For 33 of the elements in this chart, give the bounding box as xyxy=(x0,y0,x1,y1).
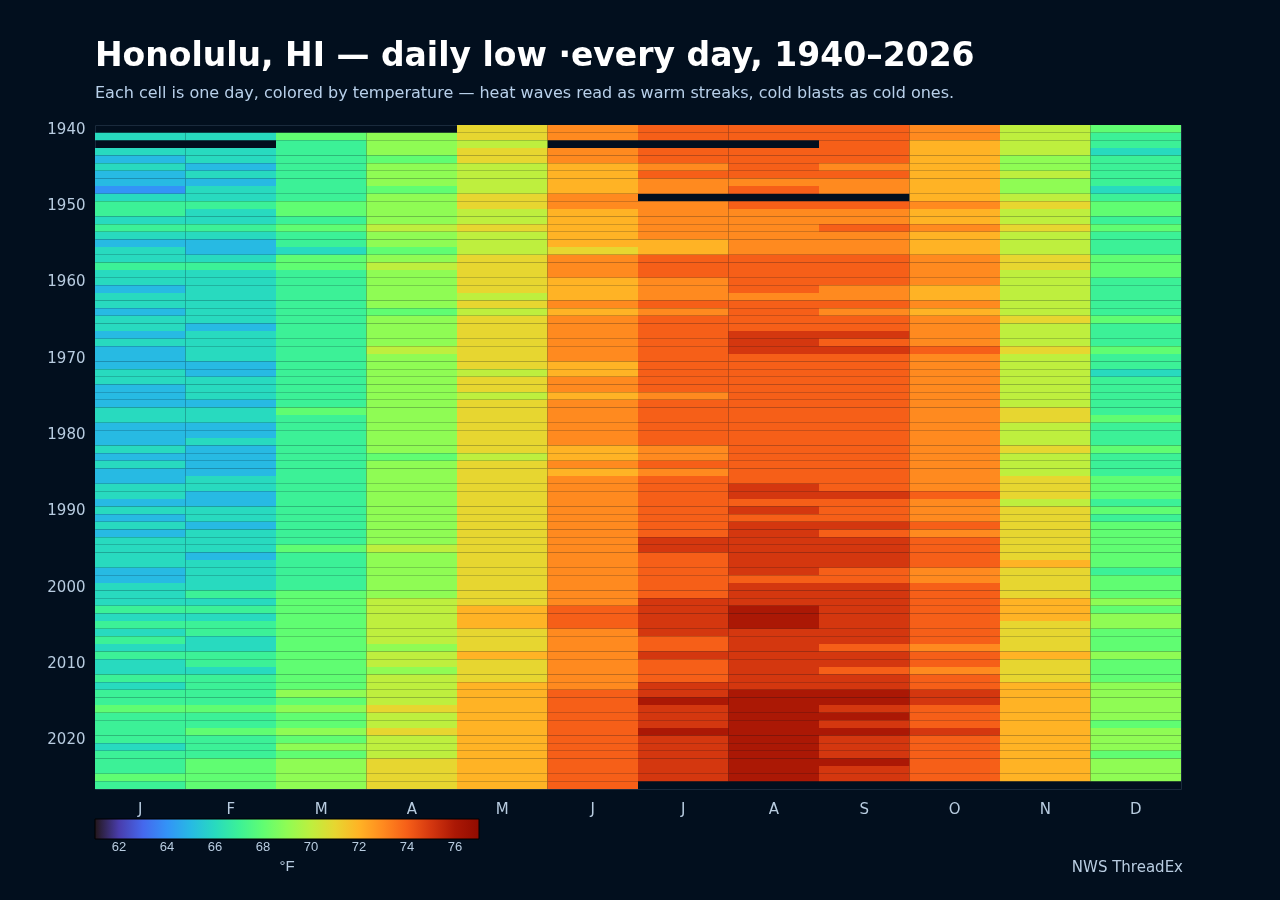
x-tick-label: N xyxy=(1039,799,1051,818)
x-tick-label: M xyxy=(495,799,509,818)
color-bar-title: °F xyxy=(279,857,295,874)
color-bar-label: 74 xyxy=(399,839,415,854)
x-tick-label: F xyxy=(226,799,236,818)
color-bar-label: 66 xyxy=(207,839,223,854)
x-tick-label: J xyxy=(137,799,143,818)
x-tick-label: J xyxy=(589,799,595,818)
y-tick-label: 2020 xyxy=(47,730,86,749)
color-bar-label: 72 xyxy=(351,839,367,854)
color-bar-label: 76 xyxy=(447,839,463,854)
x-tick-label: D xyxy=(1129,799,1142,818)
x-tick-label: M xyxy=(314,799,328,818)
color-bar-label: 68 xyxy=(255,839,271,854)
chart-title: Honolulu, HI — daily low ·every day, 1940–2026 xyxy=(95,35,975,75)
color-bar-label: 62 xyxy=(111,839,127,854)
color-bar-label: 64 xyxy=(159,839,175,854)
y-tick-label: 2000 xyxy=(47,577,86,596)
chart-subtitle: Each cell is one day, colored by temperature — heat waves read as warm streaks, cold blasts as cold ones. xyxy=(95,83,955,103)
y-tick-label: 1970 xyxy=(47,348,86,367)
y-tick-label: 1990 xyxy=(47,501,86,520)
y-tick-label: 1950 xyxy=(47,196,86,215)
color-bar-label: 70 xyxy=(303,839,319,854)
y-tick-label: 1960 xyxy=(47,272,86,291)
x-tick-label: A xyxy=(768,799,780,818)
x-tick-label: S xyxy=(859,799,870,818)
x-tick-label: O xyxy=(948,799,961,818)
y-tick-label: 1940 xyxy=(47,119,86,138)
y-tick-label: 2010 xyxy=(47,654,86,673)
text: NWS ThreadEx xyxy=(1071,858,1183,876)
x-tick-label: J xyxy=(680,799,686,818)
x-tick-label: A xyxy=(406,799,418,818)
y-tick-label: 1980 xyxy=(47,425,86,444)
